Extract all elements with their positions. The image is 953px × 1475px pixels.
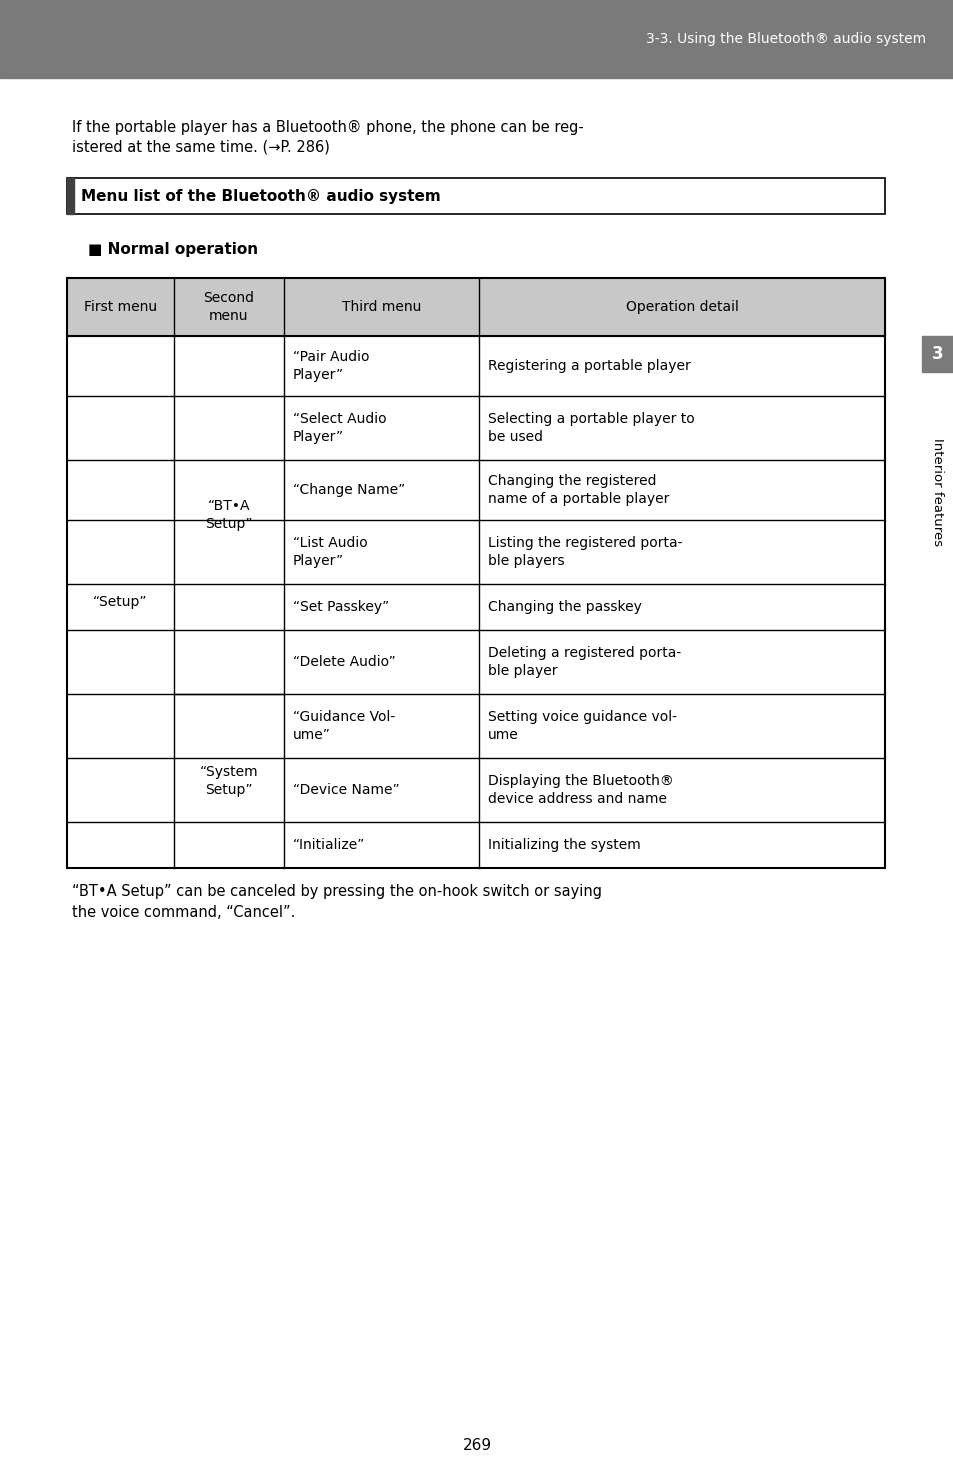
Text: “List Audio
Player”: “List Audio Player” bbox=[293, 535, 367, 568]
Text: “System
Setup”: “System Setup” bbox=[199, 766, 258, 796]
Text: ■ Normal operation: ■ Normal operation bbox=[88, 242, 258, 257]
Text: “Device Name”: “Device Name” bbox=[293, 783, 399, 796]
Text: “Pair Audio
Player”: “Pair Audio Player” bbox=[293, 350, 369, 382]
Text: Deleting a registered porta-
ble player: Deleting a registered porta- ble player bbox=[488, 646, 680, 678]
Text: “Guidance Vol-
ume”: “Guidance Vol- ume” bbox=[293, 709, 395, 742]
Text: Interior features: Interior features bbox=[930, 438, 943, 546]
Text: 3: 3 bbox=[931, 345, 943, 363]
Text: “Select Audio
Player”: “Select Audio Player” bbox=[293, 412, 386, 444]
Bar bbox=[0, 0, 953, 78]
Text: Third menu: Third menu bbox=[341, 299, 420, 314]
Text: “Change Name”: “Change Name” bbox=[293, 482, 405, 497]
Text: “Setup”: “Setup” bbox=[93, 594, 148, 609]
Text: “Delete Audio”: “Delete Audio” bbox=[293, 655, 395, 670]
Text: Setting voice guidance vol-
ume: Setting voice guidance vol- ume bbox=[488, 709, 677, 742]
Bar bbox=[921, 336, 953, 372]
Text: istered at the same time. (→P. 286): istered at the same time. (→P. 286) bbox=[71, 140, 330, 155]
Text: Initializing the system: Initializing the system bbox=[488, 838, 640, 853]
Text: Selecting a portable player to
be used: Selecting a portable player to be used bbox=[488, 412, 694, 444]
Text: Changing the registered
name of a portable player: Changing the registered name of a portab… bbox=[488, 473, 669, 506]
Text: Displaying the Bluetooth®
device address and name: Displaying the Bluetooth® device address… bbox=[488, 774, 673, 807]
Bar bbox=[67, 178, 74, 214]
Text: Second
menu: Second menu bbox=[203, 291, 254, 323]
Text: 269: 269 bbox=[462, 1438, 491, 1453]
Text: Operation detail: Operation detail bbox=[625, 299, 738, 314]
Text: Changing the passkey: Changing the passkey bbox=[488, 600, 641, 614]
Text: Registering a portable player: Registering a portable player bbox=[488, 358, 690, 373]
Text: “Initialize”: “Initialize” bbox=[293, 838, 365, 853]
Text: “BT•A Setup” can be canceled by pressing the on-hook switch or saying
the voice : “BT•A Setup” can be canceled by pressing… bbox=[71, 884, 601, 920]
Text: “BT•A
Setup”: “BT•A Setup” bbox=[205, 499, 253, 531]
Text: 3-3. Using the Bluetooth® audio system: 3-3. Using the Bluetooth® audio system bbox=[645, 32, 925, 46]
Bar bbox=[67, 178, 884, 214]
Text: Listing the registered porta-
ble players: Listing the registered porta- ble player… bbox=[488, 535, 681, 568]
Text: If the portable player has a Bluetooth® phone, the phone can be reg-: If the portable player has a Bluetooth® … bbox=[71, 119, 583, 136]
Bar bbox=[67, 277, 884, 867]
Bar bbox=[67, 277, 884, 336]
Text: First menu: First menu bbox=[84, 299, 157, 314]
Text: “Set Passkey”: “Set Passkey” bbox=[293, 600, 389, 614]
Text: Menu list of the Bluetooth® audio system: Menu list of the Bluetooth® audio system bbox=[81, 189, 440, 204]
